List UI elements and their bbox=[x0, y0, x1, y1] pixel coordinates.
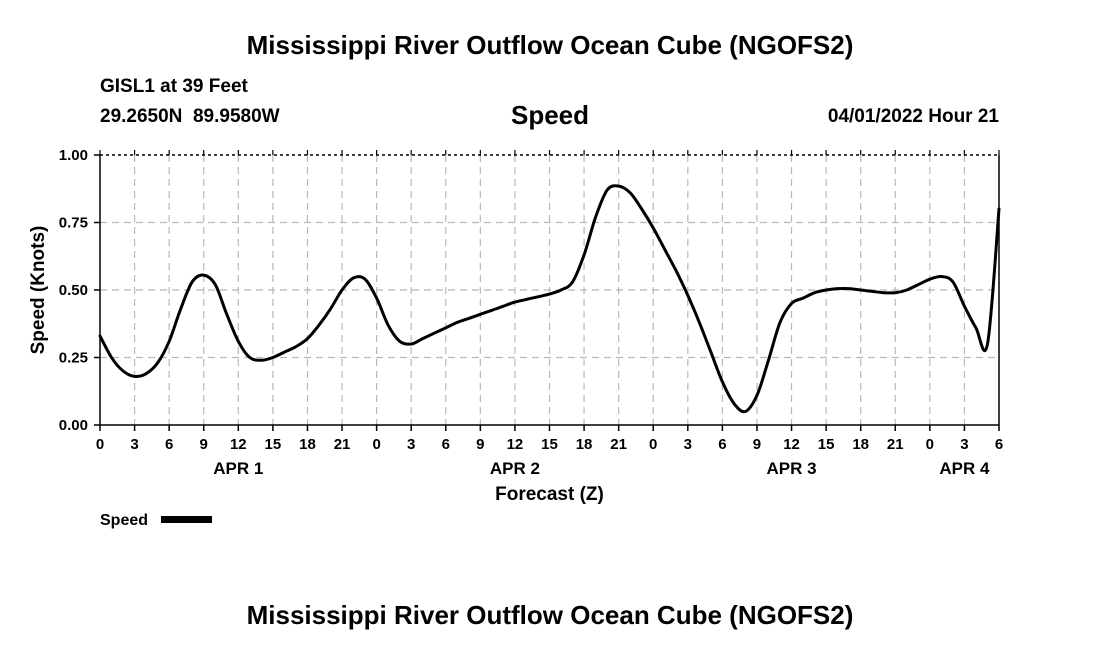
footer-title: Mississippi River Outflow Ocean Cube (NG… bbox=[246, 600, 854, 630]
x-tick-label: 15 bbox=[541, 436, 558, 453]
x-tick-label: 21 bbox=[610, 436, 627, 453]
x-day-label: APR 4 bbox=[939, 459, 990, 478]
x-tick-label: 18 bbox=[852, 436, 869, 453]
station-coordinates: 29.2650N 89.9580W bbox=[100, 106, 280, 127]
axis-labels: 0 3 6 9 12 15 18 21 0 3 6 9 12 15 18 21 0 3 6 9 12 15 18 21 0 3 6A… bbox=[28, 147, 1003, 505]
series-line-speed bbox=[98, 184, 1001, 414]
y-tick-label: 0.50 bbox=[59, 282, 88, 299]
x-tick-label: 0 bbox=[649, 436, 657, 453]
x-tick-label: 9 bbox=[753, 436, 761, 453]
x-tick-label: 3 bbox=[407, 436, 415, 453]
y-axis-title: Speed (Knots) bbox=[28, 226, 49, 355]
x-tick-label: 18 bbox=[299, 436, 316, 453]
x-tick-label: 3 bbox=[684, 436, 692, 453]
legend-swatch bbox=[161, 516, 212, 523]
series-layer bbox=[98, 184, 1001, 414]
x-tick-label: 6 bbox=[995, 436, 1003, 453]
y-tick-label: 0.00 bbox=[59, 417, 88, 434]
x-tick-label: 15 bbox=[818, 436, 835, 453]
forecast-run-time: 04/01/2022 Hour 21 bbox=[827, 106, 999, 127]
x-tick-label: 21 bbox=[334, 436, 351, 453]
x-tick-label: 12 bbox=[507, 436, 524, 453]
x-tick-label: 0 bbox=[372, 436, 380, 453]
x-tick-label: 9 bbox=[476, 436, 484, 453]
legend: Speed bbox=[100, 512, 212, 529]
y-tick-label: 1.00 bbox=[59, 147, 88, 164]
axes bbox=[94, 150, 1000, 431]
x-tick-label: 6 bbox=[442, 436, 450, 453]
x-tick-label: 12 bbox=[230, 436, 247, 453]
y-tick-label: 0.25 bbox=[59, 350, 88, 367]
x-tick-label: 18 bbox=[576, 436, 593, 453]
x-tick-label: 6 bbox=[165, 436, 173, 453]
x-tick-label: 6 bbox=[718, 436, 726, 453]
x-tick-label: 3 bbox=[960, 436, 968, 453]
panel-title: Speed bbox=[510, 100, 590, 130]
x-day-label: APR 3 bbox=[766, 459, 816, 478]
page-title: Mississippi River Outflow Ocean Cube (NG… bbox=[246, 30, 854, 60]
x-tick-label: 21 bbox=[887, 436, 904, 453]
x-tick-label: 9 bbox=[200, 436, 208, 453]
x-tick-label: 0 bbox=[926, 436, 934, 453]
legend-label: Speed bbox=[100, 512, 148, 529]
x-tick-label: 0 bbox=[96, 436, 104, 453]
x-tick-label: 15 bbox=[265, 436, 282, 453]
x-axis-title: Forecast (Z) bbox=[495, 484, 604, 505]
x-day-label: APR 1 bbox=[213, 459, 263, 478]
y-tick-label: 0.75 bbox=[59, 215, 88, 232]
station-label: GISL1 at 39 Feet bbox=[100, 76, 248, 97]
x-day-label: APR 2 bbox=[490, 459, 540, 478]
x-tick-label: 12 bbox=[783, 436, 800, 453]
x-tick-label: 3 bbox=[130, 436, 138, 453]
